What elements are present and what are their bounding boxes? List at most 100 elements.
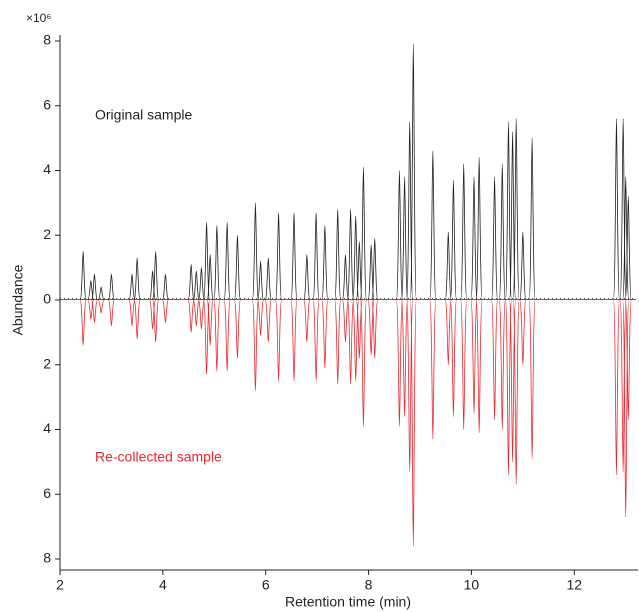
peak <box>498 299 506 430</box>
peak <box>192 270 200 301</box>
peak <box>355 299 363 359</box>
peak <box>347 208 354 301</box>
peak <box>491 299 498 421</box>
peak <box>624 299 632 421</box>
peak <box>312 299 320 382</box>
peak <box>401 299 408 417</box>
peak <box>108 299 115 327</box>
peak <box>223 221 231 301</box>
peak <box>429 150 437 301</box>
peak <box>303 299 311 343</box>
peak <box>475 299 483 434</box>
x-tick-label: 4 <box>159 577 167 593</box>
peak <box>198 299 205 330</box>
peak <box>371 238 379 301</box>
peak <box>470 299 478 414</box>
y-tick-label: 2 <box>43 355 51 371</box>
peak <box>347 299 354 385</box>
peak <box>152 251 160 301</box>
peak <box>360 299 367 427</box>
x-tick-label: 8 <box>365 577 373 593</box>
peak <box>128 299 136 327</box>
y-tick-label: 4 <box>43 420 51 436</box>
series-label: Re-collected sample <box>95 449 222 465</box>
series-label: Original sample <box>95 107 192 123</box>
peak <box>206 299 214 346</box>
x-tick-label: 6 <box>262 577 270 593</box>
peak <box>264 299 272 343</box>
peak <box>371 299 379 359</box>
peak <box>234 299 241 359</box>
peak <box>149 270 156 301</box>
x-tick-label: 2 <box>56 577 64 593</box>
peak <box>192 299 200 327</box>
peak <box>475 157 483 301</box>
peak <box>152 299 160 343</box>
peak <box>275 299 282 382</box>
peak <box>396 170 403 301</box>
peak <box>528 299 536 460</box>
peak <box>133 257 141 301</box>
peak <box>257 299 264 337</box>
peak <box>444 299 452 366</box>
peak <box>396 299 403 427</box>
peak <box>342 299 349 343</box>
peak <box>97 299 105 314</box>
peak <box>624 195 632 301</box>
peak <box>505 299 512 476</box>
peak <box>312 212 320 301</box>
peak <box>342 254 349 301</box>
peak <box>252 299 259 392</box>
x-tick-label: 10 <box>464 577 480 593</box>
peak <box>470 176 478 301</box>
peak <box>290 299 298 382</box>
peak <box>213 299 221 372</box>
peak <box>519 231 527 301</box>
y-tick-label: 6 <box>43 485 51 501</box>
peak <box>512 299 520 485</box>
peak <box>409 299 417 547</box>
peak <box>275 212 282 301</box>
peak <box>622 176 630 301</box>
axis-multiplier: ×10⁶ <box>26 11 51 25</box>
peak <box>352 299 360 382</box>
peak <box>108 273 115 301</box>
peak <box>97 286 105 301</box>
peak <box>528 137 536 301</box>
peak <box>334 208 342 301</box>
y-tick-label: 0 <box>43 291 51 307</box>
peak <box>213 225 221 301</box>
peak <box>401 176 408 301</box>
peak <box>128 273 136 301</box>
y-tick-label: 8 <box>43 550 51 566</box>
peak <box>619 118 627 301</box>
peak <box>79 251 87 301</box>
peak <box>450 299 457 417</box>
peak <box>334 299 342 385</box>
x-tick-label: 12 <box>566 577 582 593</box>
peak <box>613 118 620 301</box>
peak <box>264 257 272 301</box>
y-tick-label: 8 <box>43 32 51 48</box>
peak <box>352 215 360 301</box>
peak <box>505 121 512 301</box>
peak <box>613 299 620 476</box>
peak <box>460 299 468 430</box>
peak <box>429 299 437 440</box>
peak <box>234 234 241 301</box>
peak <box>203 221 210 301</box>
peak <box>491 176 498 301</box>
peak <box>187 299 195 333</box>
peak <box>444 231 452 301</box>
peak <box>223 299 231 372</box>
peak <box>519 299 527 366</box>
peak <box>91 299 98 324</box>
peak <box>162 299 169 324</box>
peak <box>321 299 329 369</box>
y-tick-label: 4 <box>43 161 51 177</box>
peak <box>460 163 468 301</box>
peak <box>257 260 264 301</box>
peak <box>133 299 141 340</box>
peak <box>290 212 298 301</box>
